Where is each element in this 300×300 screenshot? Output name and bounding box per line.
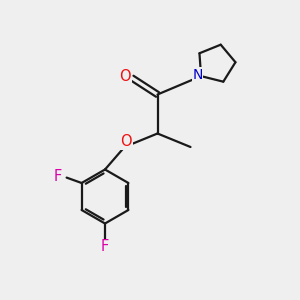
Text: O: O [120, 69, 131, 84]
Text: F: F [54, 169, 62, 184]
Text: N: N [192, 68, 203, 82]
Text: F: F [101, 239, 109, 254]
Text: O: O [120, 134, 132, 149]
